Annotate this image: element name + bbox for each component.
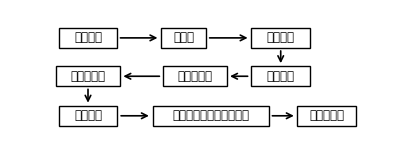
Bar [251, 66, 310, 86]
Text: 钻孔及扩孔: 钻孔及扩孔 [177, 70, 212, 83]
Bar [58, 28, 118, 48]
Bar [163, 66, 226, 86]
Text: 粗磨加工: 粗磨加工 [267, 70, 295, 83]
Bar [56, 66, 120, 86]
Bar [58, 106, 118, 126]
Text: 大头孔与小头孔的精加工: 大头孔与小头孔的精加工 [172, 109, 249, 122]
Text: 胀断处理: 胀断处理 [74, 109, 102, 122]
Bar [298, 106, 356, 126]
Bar [161, 28, 206, 48]
Text: 加工螺栓孔: 加工螺栓孔 [71, 70, 106, 83]
Text: 铸造毛坯: 铸造毛坯 [74, 31, 102, 44]
Bar [152, 106, 269, 126]
Text: 端面精加工: 端面精加工 [309, 109, 344, 122]
Text: 铣削处理: 铣削处理 [267, 31, 295, 44]
Bar [251, 28, 310, 48]
Text: 热处理: 热处理 [173, 31, 194, 44]
